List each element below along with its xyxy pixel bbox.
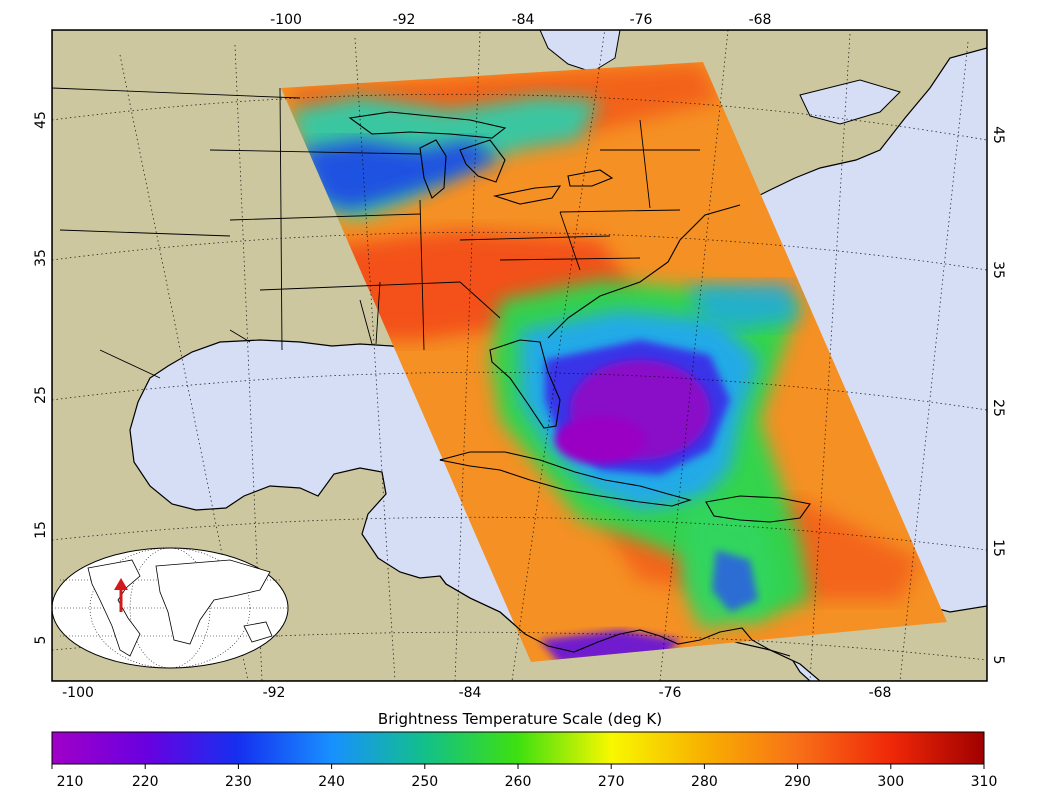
bottom-tick-label: -92	[263, 685, 286, 701]
colorbar-tick-label: 290	[784, 774, 811, 790]
top-tick-label: -100	[270, 12, 302, 28]
bottom-axis: -100 -92 -84 -76 -68	[62, 685, 891, 701]
right-axis: 45 35 25 15 5	[990, 126, 1006, 664]
left-tick-label: 45	[33, 111, 49, 129]
storm-core-south	[555, 416, 645, 464]
right-tick-label: 15	[990, 539, 1006, 557]
left-axis: 45 35 25 15 5	[33, 111, 49, 644]
colorbar-tick-label: 250	[411, 774, 438, 790]
locator-australia	[243, 621, 273, 643]
right-tick-label: 25	[990, 399, 1006, 417]
right-tick-label: 35	[990, 261, 1006, 279]
colorbar-ticks: 210 220 230 240 250 260 270 280 290 300 310	[51, 764, 998, 790]
storm-trailing-core	[712, 550, 758, 612]
political-borders	[52, 87, 700, 379]
locator-globe-inset	[52, 547, 289, 669]
colorbar-tick-label: 220	[132, 774, 159, 790]
colorbar-title: Brightness Temperature Scale (deg K)	[378, 710, 662, 728]
bottom-tick-label: -68	[869, 685, 892, 701]
colorbar-gradient	[51, 731, 985, 765]
left-tick-label: 35	[33, 249, 49, 267]
colorbar-tick-label: 210	[57, 774, 84, 790]
right-tick-label: 45	[990, 126, 1006, 144]
top-axis: -100 -92 -84 -76 -68	[270, 12, 771, 28]
colorbar-tick-label: 280	[691, 774, 718, 790]
top-tick-label: -76	[630, 12, 653, 28]
coastline-overlay	[348, 111, 811, 657]
gulf-st-lawrence	[799, 79, 901, 125]
left-tick-label: 5	[33, 636, 49, 645]
bottom-tick-label: -84	[459, 685, 482, 701]
locator-marker-arrow	[114, 578, 128, 590]
bottom-tick-label: -100	[62, 685, 94, 701]
colorbar-tick-label: 310	[971, 774, 998, 790]
bottom-tick-label: -76	[659, 685, 682, 701]
left-tick-label: 15	[33, 521, 49, 539]
colorbar-tick-label: 260	[505, 774, 532, 790]
top-tick-label: -84	[512, 12, 535, 28]
locator-eurasia-africa	[155, 559, 271, 645]
top-tick-label: -92	[393, 12, 416, 28]
colorbar-tick-label: 240	[318, 774, 345, 790]
map-panel	[52, 30, 987, 681]
colorbar-tick-label: 230	[225, 774, 252, 790]
top-tick-label: -68	[749, 12, 772, 28]
map-frame	[51, 29, 988, 682]
colorbar: Brightness Temperature Scale (deg K) 210…	[51, 710, 998, 790]
swath-band-east	[690, 282, 800, 330]
left-tick-label: 25	[33, 386, 49, 404]
right-tick-label: 5	[990, 656, 1006, 665]
locator-americas	[87, 559, 141, 657]
colorbar-tick-label: 270	[598, 774, 625, 790]
colorbar-tick-label: 300	[877, 774, 904, 790]
swath-cold-band-north	[300, 140, 500, 210]
